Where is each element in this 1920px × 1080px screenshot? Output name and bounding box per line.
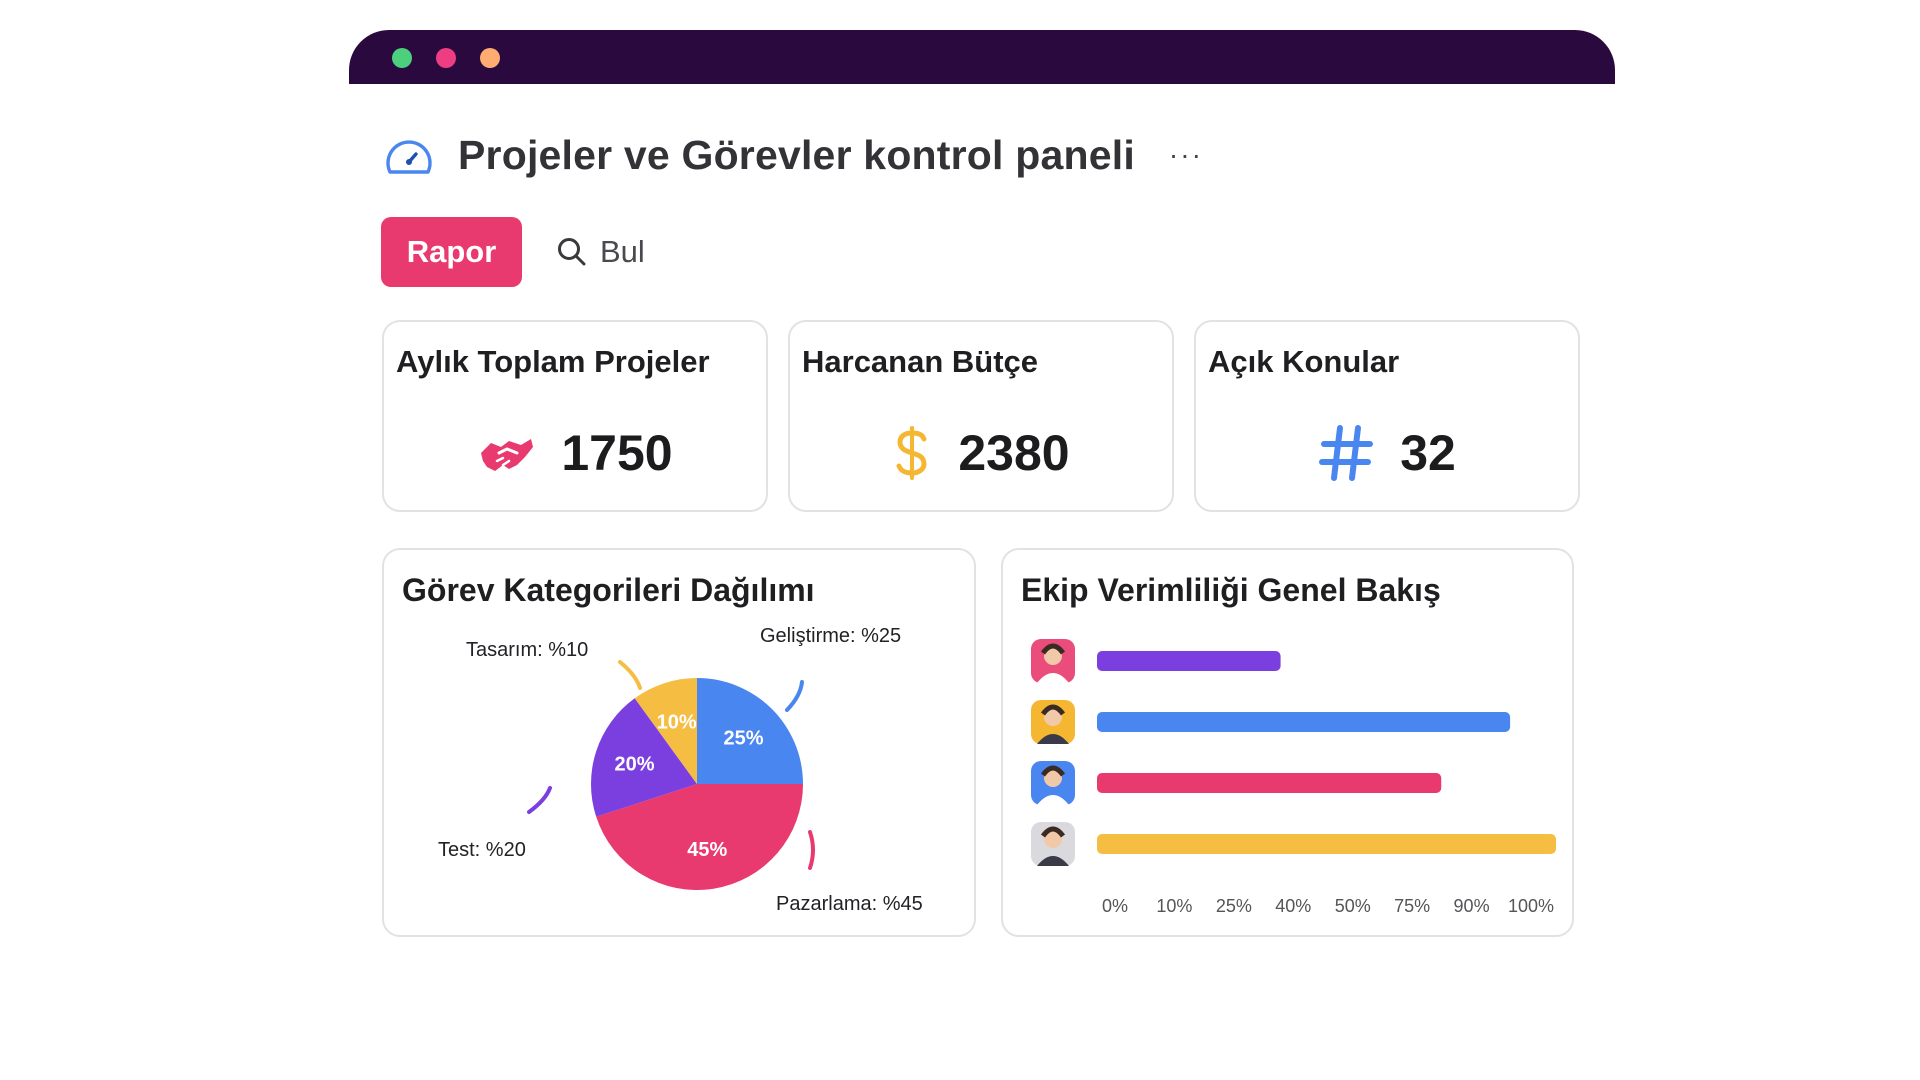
bar-chart-title: Ekip Verimliliği Genel Bakış xyxy=(1021,572,1441,608)
kpi-title: Harcanan Bütçe xyxy=(802,344,1039,379)
gauge-icon xyxy=(386,140,432,174)
pie-slice-percent-label: 20% xyxy=(614,754,654,776)
pie-slice-percent-label: 45% xyxy=(687,839,727,861)
kpi-value: 2380 xyxy=(958,425,1070,481)
efficiency-bar[interactable] xyxy=(1097,834,1556,854)
pie-slice-percent-label: 10% xyxy=(657,711,697,733)
pie-slice-label: Test: %20 xyxy=(438,839,526,861)
pie-label-connector xyxy=(618,660,642,690)
avatar-woman-icon[interactable] xyxy=(1031,639,1075,683)
hash-icon xyxy=(1318,424,1374,482)
kpi-value: 1750 xyxy=(561,425,673,481)
kpi-card-open-issues[interactable]: Açık Konular 32 xyxy=(1194,320,1580,512)
page-title: Projeler ve Görevler kontrol paneli xyxy=(458,131,1135,178)
search-icon xyxy=(558,238,586,266)
x-tick-label: 90% xyxy=(1454,896,1490,916)
green-window-dot[interactable] xyxy=(392,48,412,68)
toolbar: Rapor Bul xyxy=(381,217,645,287)
dollar-icon xyxy=(892,425,932,481)
avatar-man-beard-icon[interactable] xyxy=(1031,700,1075,744)
x-tick-label: 10% xyxy=(1156,896,1192,916)
pie-slice-percent-label: 25% xyxy=(723,728,763,750)
efficiency-bar[interactable] xyxy=(1097,773,1442,793)
search-button[interactable]: Bul xyxy=(556,234,645,270)
x-tick-label: 50% xyxy=(1335,896,1371,916)
pie-slice-label: Geliştirme: %25 xyxy=(760,625,901,647)
handshake-icon xyxy=(477,431,535,475)
kpi-title: Açık Konular xyxy=(1208,344,1400,379)
team-efficiency-chart-card: Ekip Verimliliği Genel Bakış 0% 10% 25% 40%… xyxy=(1001,548,1574,937)
pie-chart: 25% Geliştirme: %25 45% Pazarlama: %45 20% Te… xyxy=(438,625,923,915)
pie-chart-title: Görev Kategorileri Dağılımı xyxy=(402,572,815,608)
pie-slice-label: Tasarım: %10 xyxy=(466,639,588,661)
report-button[interactable]: Rapor xyxy=(381,217,522,287)
efficiency-bar[interactable] xyxy=(1097,712,1511,732)
avatar-woman-curly-icon[interactable] xyxy=(1031,822,1075,866)
task-category-chart-card: Görev Kategorileri Dağılımı 25% Geliştirm… xyxy=(382,548,976,937)
more-options-icon[interactable]: ··· xyxy=(1168,139,1203,170)
pie-label-connector xyxy=(527,786,552,814)
kpi-card-total-projects[interactable]: Aylık Toplam Projeler 1750 xyxy=(382,320,768,512)
pie-label-connector xyxy=(785,680,804,712)
pie-slice[interactable] xyxy=(591,698,697,817)
pie-slice[interactable] xyxy=(634,678,697,784)
pie-slice[interactable] xyxy=(697,678,803,784)
orange-window-dot[interactable] xyxy=(480,48,500,68)
kpi-title: Aylık Toplam Projeler xyxy=(396,344,710,379)
page-header: Projeler ve Görevler kontrol paneli ··· xyxy=(384,125,1203,185)
pie-slice-label: Pazarlama: %45 xyxy=(776,893,923,915)
x-tick-label: 0% xyxy=(1102,896,1128,916)
red-window-dot[interactable] xyxy=(436,48,456,68)
x-tick-label: 75% xyxy=(1394,896,1430,916)
avatar-man-suit-icon[interactable] xyxy=(1031,761,1075,805)
bar-chart: 0% 10% 25% 40% 50% 75% 90% 100% xyxy=(1031,639,1556,916)
search-label: Bul xyxy=(600,234,645,269)
x-tick-label: 25% xyxy=(1216,896,1252,916)
efficiency-bar[interactable] xyxy=(1097,651,1281,671)
x-tick-label: 40% xyxy=(1275,896,1311,916)
kpi-card-budget[interactable]: Harcanan Bütçe 2380 xyxy=(788,320,1174,512)
kpi-value: 32 xyxy=(1400,425,1456,481)
pie-label-connector xyxy=(808,830,815,870)
title-bar xyxy=(349,30,1615,84)
pie-slice[interactable] xyxy=(596,784,803,891)
app-window: Projeler ve Görevler kontrol paneli ··· … xyxy=(349,30,1615,940)
x-tick-label: 100% xyxy=(1508,896,1554,916)
